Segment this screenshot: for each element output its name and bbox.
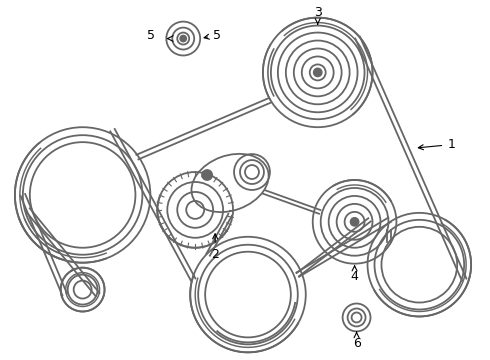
Circle shape (350, 218, 359, 226)
Text: 1: 1 (418, 138, 455, 151)
Text: 3: 3 (314, 6, 321, 24)
Circle shape (202, 170, 212, 180)
Text: 5: 5 (204, 28, 221, 41)
Text: 5: 5 (147, 28, 155, 41)
Ellipse shape (192, 154, 269, 212)
Text: 4: 4 (351, 266, 359, 283)
Circle shape (314, 68, 322, 76)
Text: 6: 6 (353, 332, 361, 350)
Text: 2: 2 (211, 234, 219, 261)
Circle shape (180, 36, 186, 41)
